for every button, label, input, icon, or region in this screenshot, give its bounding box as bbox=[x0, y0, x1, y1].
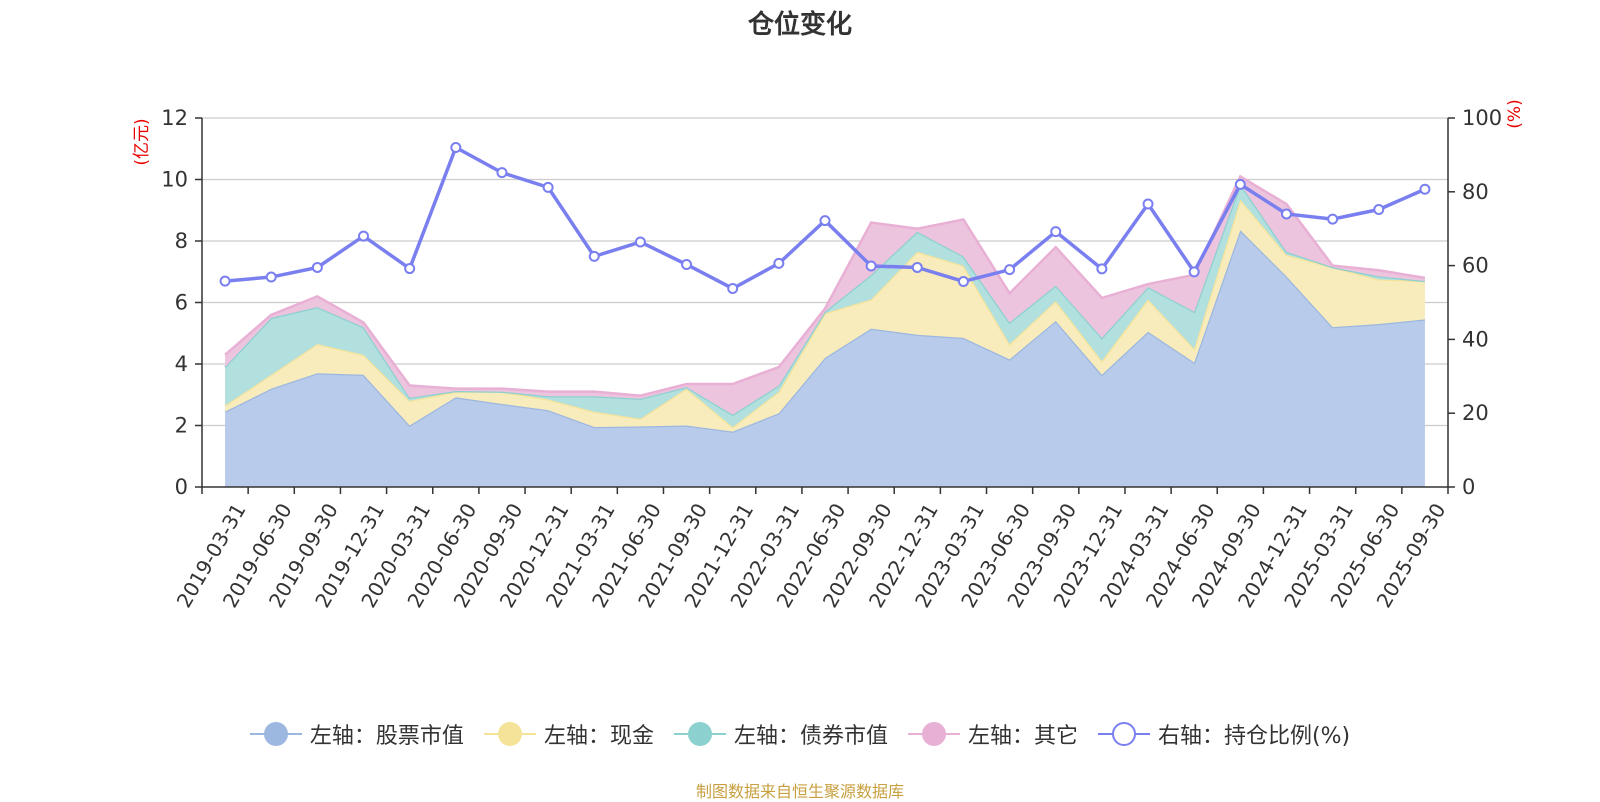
legend-item-4[interactable]: 右轴：持仓比例(%) bbox=[1097, 718, 1351, 750]
ratio-point-1[interactable] bbox=[265, 271, 277, 283]
right-tick-label-5: 100 bbox=[1462, 106, 1502, 130]
ratio-point-8[interactable] bbox=[588, 250, 600, 262]
right-tick-label-3: 60 bbox=[1462, 254, 1489, 278]
ratio-point-22[interactable] bbox=[1234, 178, 1246, 190]
left-axis-unit: (亿元) bbox=[132, 118, 152, 165]
right-axis-unit: (%) bbox=[1505, 99, 1525, 128]
ratio-point-14[interactable] bbox=[865, 260, 877, 272]
left-tick-label-3: 6 bbox=[175, 291, 188, 315]
right-tick-label-4: 80 bbox=[1462, 180, 1489, 204]
legend-item-1[interactable]: 左轴：现金 bbox=[483, 718, 654, 750]
legend-label-3: 左轴：其它 bbox=[967, 724, 1078, 749]
right-tick-label-0: 0 bbox=[1462, 475, 1475, 499]
area-series-3 bbox=[225, 176, 1425, 415]
ratio-point-26[interactable] bbox=[1419, 183, 1431, 195]
right-tick-label-1: 20 bbox=[1462, 401, 1489, 425]
ratio-point-21[interactable] bbox=[1188, 266, 1200, 278]
ratio-point-7[interactable] bbox=[542, 181, 554, 193]
ratio-point-10[interactable] bbox=[681, 258, 693, 270]
left-tick-label-1: 2 bbox=[175, 414, 188, 438]
ratio-point-5[interactable] bbox=[450, 142, 462, 154]
legend-item-3[interactable]: 左轴：其它 bbox=[907, 718, 1078, 750]
ratio-point-23[interactable] bbox=[1280, 208, 1292, 220]
legend-label-2: 左轴：债券市值 bbox=[733, 724, 888, 749]
ratio-point-24[interactable] bbox=[1327, 213, 1339, 225]
ratio-point-17[interactable] bbox=[1004, 264, 1016, 276]
legend-label-4: 右轴：持仓比例(%) bbox=[1157, 724, 1351, 749]
source-note: 制图数据来自恒生聚源数据库 bbox=[695, 782, 904, 801]
legend-label-0: 左轴：股票市值 bbox=[309, 724, 464, 749]
chart-title: 仓位变化 bbox=[747, 10, 852, 40]
left-tick-label-2: 4 bbox=[175, 352, 188, 376]
legend-marker-1 bbox=[483, 721, 536, 747]
left-tick-label-5: 10 bbox=[161, 168, 188, 192]
ratio-point-12[interactable] bbox=[773, 257, 785, 269]
ratio-point-2[interactable] bbox=[311, 261, 323, 273]
left-tick-label-4: 8 bbox=[175, 229, 188, 253]
left-tick-label-6: 12 bbox=[161, 106, 188, 130]
left-tick-label-0: 0 bbox=[175, 475, 188, 499]
legend-marker-4 bbox=[1097, 721, 1150, 747]
area-edge-3 bbox=[224, 174, 1426, 397]
ratio-point-15[interactable] bbox=[911, 261, 923, 273]
legend-item-0[interactable]: 左轴：股票市值 bbox=[249, 718, 464, 750]
ratio-point-0[interactable] bbox=[219, 275, 231, 287]
stacked-areas bbox=[224, 174, 1426, 488]
legend: 左轴：股票市值 左轴：现金 左轴：债券市值 左轴：其它 右轴：持仓比例(%) bbox=[0, 718, 1600, 750]
ratio-line bbox=[219, 142, 1431, 294]
legend-marker-3 bbox=[907, 721, 960, 747]
ratio-point-6[interactable] bbox=[496, 167, 508, 179]
ratio-point-16[interactable] bbox=[957, 275, 969, 287]
ratio-point-11[interactable] bbox=[727, 282, 739, 294]
legend-marker-0 bbox=[249, 721, 302, 747]
legend-marker-2 bbox=[673, 721, 726, 747]
right-tick-label-2: 40 bbox=[1462, 327, 1489, 351]
ratio-point-3[interactable] bbox=[358, 230, 370, 242]
ratio-point-18[interactable] bbox=[1050, 226, 1062, 238]
ratio-point-4[interactable] bbox=[404, 263, 416, 275]
legend-item-2[interactable]: 左轴：债券市值 bbox=[673, 718, 888, 750]
ratio-point-20[interactable] bbox=[1142, 198, 1154, 210]
ratio-point-19[interactable] bbox=[1096, 263, 1108, 275]
ratio-point-25[interactable] bbox=[1373, 204, 1385, 216]
ratio-point-9[interactable] bbox=[634, 236, 646, 248]
ratio-point-13[interactable] bbox=[819, 215, 831, 227]
legend-label-1: 左轴：现金 bbox=[543, 724, 654, 749]
